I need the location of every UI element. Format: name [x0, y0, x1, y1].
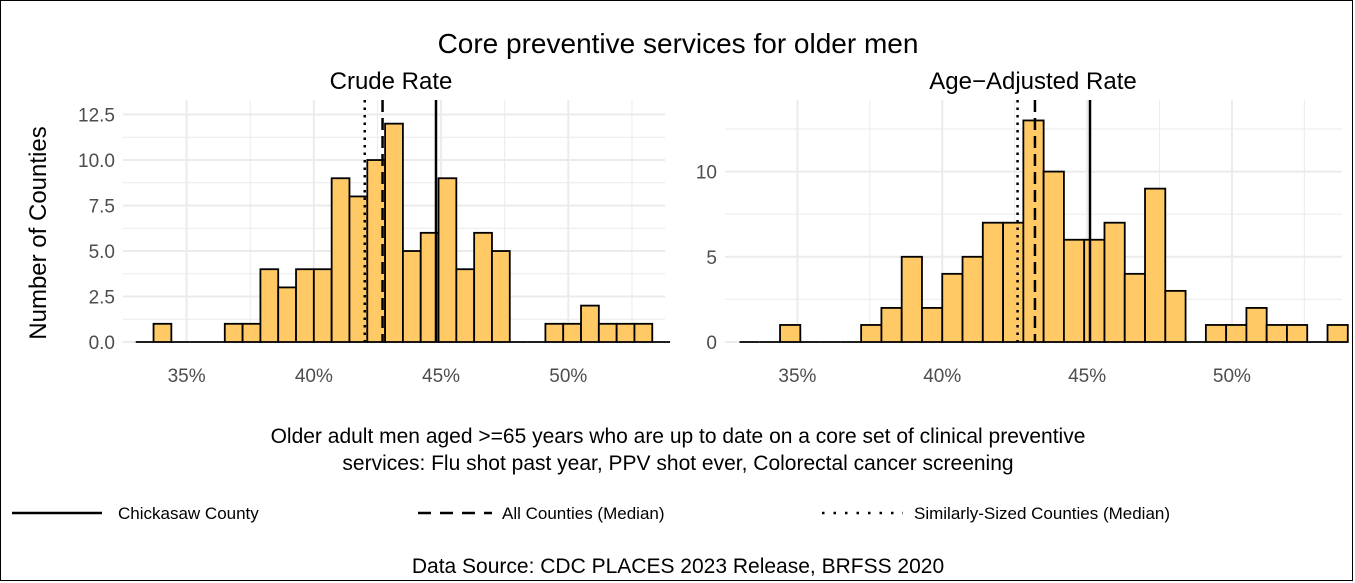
data-source: Data Source: CDC PLACES 2023 Release, BR… [412, 555, 944, 578]
y-tick-label: 5.0 [89, 242, 115, 263]
histogram-bar [900, 255, 923, 343]
legend-label-similar-counties: Similarly-Sized Counties (Median) [914, 504, 1170, 523]
histogram-bar [259, 268, 280, 343]
histogram-bar [779, 324, 802, 343]
histogram-bar [1164, 289, 1187, 343]
caption-line-2: services: Flu shot past year, PPV shot e… [342, 452, 1013, 475]
legend-label-all-counties: All Counties (Median) [502, 504, 665, 523]
histogram-bar [330, 177, 351, 343]
histogram-bar [455, 268, 476, 343]
caption-line-1: Older adult men aged >=65 years who are … [271, 425, 1086, 448]
x-tick-label: 35% [778, 366, 816, 387]
histogram-bar [1123, 272, 1146, 343]
histogram-bar [880, 307, 903, 343]
histogram-bar [1265, 324, 1288, 343]
histogram-bar [1144, 187, 1167, 343]
histogram-bar [1063, 238, 1086, 343]
legend: Chickasaw County All Counties (Median) S… [12, 504, 1170, 523]
histogram-bar [295, 268, 315, 343]
histogram-bar [1245, 307, 1268, 343]
x-tick-label: 45% [1068, 366, 1106, 387]
histogram-bar [1225, 324, 1248, 343]
y-tick-label: 5 [706, 248, 717, 269]
histogram-bar [615, 322, 636, 343]
histogram-bar [1286, 324, 1309, 343]
x-tick-label: 45% [422, 366, 460, 387]
histogram-bar [1326, 324, 1349, 343]
histogram-bar [860, 324, 883, 343]
y-tick-label: 0.0 [89, 333, 115, 354]
histogram-bar [1204, 324, 1228, 343]
crude-rate-panel: 0.0 2.5 5.0 7.5 10.0 12.5 35% 40% 45% 50% [78, 100, 671, 387]
legend-label-county: Chickasaw County [118, 504, 259, 523]
panel-2-subtitle: Age−Adjusted Rate [929, 68, 1136, 95]
histogram-bar [152, 322, 173, 343]
histogram-bar [1083, 238, 1106, 343]
histogram-bar [473, 231, 493, 343]
histogram-bar [981, 221, 1004, 343]
y-tick-label: 12.5 [78, 106, 115, 127]
histogram-bar [597, 322, 618, 343]
y-tick-label: 10.0 [78, 151, 115, 172]
y-tick-label: 2.5 [89, 288, 115, 309]
histogram-bar [580, 304, 600, 343]
histogram-bar [961, 255, 984, 343]
histogram-bar [241, 322, 262, 343]
histogram-bar [941, 272, 964, 343]
x-tick-label: 35% [168, 366, 206, 387]
histogram-bar [1042, 170, 1065, 343]
y-axis-label: Number of Counties [25, 126, 52, 339]
chart-title: Core preventive services for older men [438, 28, 919, 59]
x-tick-label: 50% [1213, 366, 1251, 387]
histogram-bar [348, 195, 369, 343]
histogram-bar [921, 307, 944, 343]
y-tick-label: 7.5 [89, 197, 115, 218]
histogram-bar [223, 322, 244, 343]
histogram-bar [402, 250, 422, 343]
histogram-bar [437, 177, 458, 343]
histogram-bar [1022, 119, 1045, 343]
histogram-bar [384, 122, 404, 343]
x-tick-label: 50% [549, 366, 587, 387]
histogram-bar [562, 322, 582, 343]
y-tick-label: 0 [706, 333, 717, 354]
histogram-bar [544, 322, 565, 343]
histogram-bar [491, 250, 511, 343]
y-tick-label: 10 [696, 163, 717, 184]
x-tick-label: 40% [295, 366, 333, 387]
histogram-bar [312, 268, 333, 343]
histogram-bar [633, 322, 654, 343]
age-adjusted-rate-panel: 0 5 10 35% 40% 45% 50% [696, 100, 1349, 387]
histogram-bar [277, 286, 297, 343]
histogram-bar [1103, 221, 1126, 343]
histogram-bar [1002, 221, 1025, 343]
panel-1-subtitle: Crude Rate [330, 68, 453, 95]
x-tick-label: 40% [923, 366, 961, 387]
